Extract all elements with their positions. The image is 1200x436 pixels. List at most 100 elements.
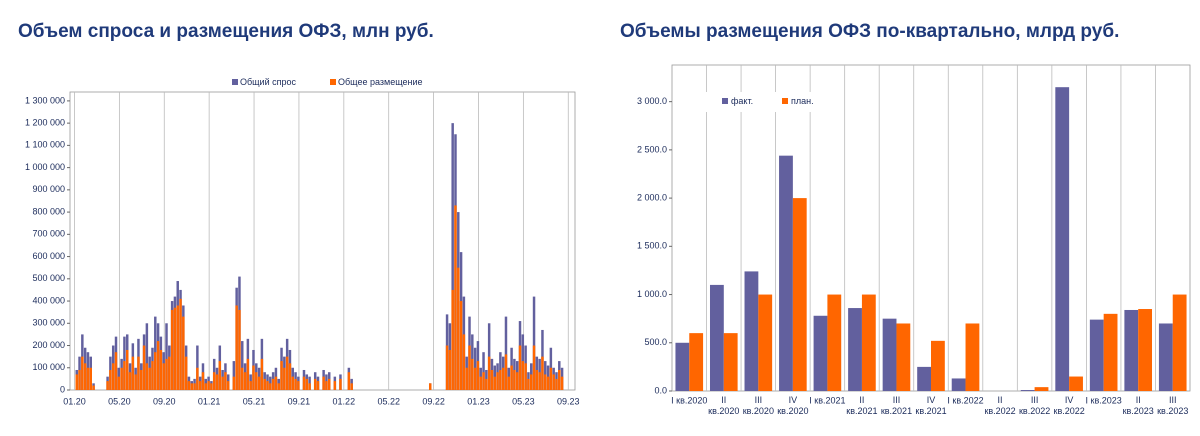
bar bbox=[173, 307, 177, 390]
bar bbox=[758, 294, 773, 391]
x-tick-label-line: II bbox=[998, 395, 1003, 405]
bar bbox=[266, 381, 269, 390]
bar bbox=[322, 376, 325, 390]
bar bbox=[482, 352, 485, 390]
x-tick-label-line: III bbox=[1031, 395, 1039, 405]
bar bbox=[142, 345, 146, 390]
bar bbox=[238, 309, 241, 390]
bar bbox=[235, 305, 238, 390]
x-tick-label: 09.23 bbox=[557, 396, 580, 406]
bar bbox=[487, 356, 491, 390]
bar bbox=[529, 374, 533, 390]
y-tick-label: 300 000 bbox=[32, 318, 65, 328]
x-tick-label-line: III bbox=[893, 395, 901, 405]
bar bbox=[521, 361, 525, 390]
bar bbox=[560, 376, 564, 390]
y-tick-label: 1 000.0 bbox=[637, 289, 667, 299]
bar bbox=[224, 372, 227, 390]
bar bbox=[848, 308, 862, 391]
bar bbox=[473, 367, 477, 390]
x-tick-label-line: кв.2023 bbox=[1123, 406, 1154, 416]
chart-title: Объемы размещения ОФЗ по-квартально, млр… bbox=[620, 21, 1119, 42]
bar bbox=[83, 363, 87, 390]
bar bbox=[215, 374, 219, 390]
bar bbox=[75, 374, 78, 390]
bar bbox=[507, 376, 511, 390]
bar bbox=[709, 284, 724, 391]
x-tick-label: 01.20 bbox=[63, 396, 86, 406]
x-tick-label-line: IV bbox=[789, 395, 798, 405]
bar bbox=[544, 374, 547, 390]
bar bbox=[675, 342, 690, 391]
bar bbox=[140, 369, 143, 390]
bar bbox=[168, 356, 171, 390]
bar bbox=[263, 378, 266, 390]
x-tick-label: 01.22 bbox=[333, 396, 356, 406]
legend-label: Общий спрос bbox=[240, 77, 296, 87]
bar bbox=[510, 365, 513, 390]
bar bbox=[207, 381, 210, 390]
bar bbox=[479, 376, 482, 390]
bar bbox=[232, 361, 236, 390]
y-tick-label: 600 000 bbox=[32, 251, 65, 261]
y-tick-label: 900 000 bbox=[32, 184, 65, 194]
bar bbox=[260, 358, 264, 390]
bar bbox=[184, 356, 188, 390]
bar bbox=[271, 378, 275, 390]
bar bbox=[148, 367, 151, 390]
bar bbox=[513, 369, 516, 390]
bar bbox=[212, 372, 216, 390]
bar bbox=[490, 369, 494, 390]
x-tick-label: III кв.2021 bbox=[881, 395, 912, 416]
y-tick-label: 0 bbox=[60, 384, 65, 394]
bar bbox=[257, 376, 261, 390]
bar bbox=[114, 352, 118, 390]
y-tick-label: 800 000 bbox=[32, 206, 65, 216]
x-tick-label: I кв.2022 bbox=[947, 395, 983, 405]
bar bbox=[451, 289, 454, 390]
bar bbox=[448, 349, 452, 390]
bar bbox=[496, 372, 499, 390]
bar bbox=[288, 363, 292, 390]
x-tick-label: 05.21 bbox=[243, 396, 266, 406]
x-tick-label-line: кв.2022 bbox=[1054, 406, 1085, 416]
bar bbox=[465, 367, 468, 390]
bar bbox=[86, 367, 90, 390]
bar bbox=[882, 318, 897, 391]
bar bbox=[499, 369, 502, 390]
bar bbox=[779, 155, 793, 391]
bar bbox=[294, 378, 297, 390]
bar bbox=[252, 365, 255, 390]
bar bbox=[1172, 294, 1187, 391]
x-tick-label-line: IV bbox=[1065, 395, 1074, 405]
chart-title: Объем спроса и размещения ОФЗ, млн руб. bbox=[18, 21, 434, 42]
y-tick-label: 700 000 bbox=[32, 229, 65, 239]
y-tick-label: 1 000 000 bbox=[25, 162, 65, 172]
bar bbox=[246, 358, 250, 390]
bar bbox=[243, 372, 247, 390]
y-tick-label: 2 500.0 bbox=[637, 144, 667, 154]
bar bbox=[1034, 387, 1049, 391]
bar bbox=[89, 367, 92, 390]
x-tick-label-line: кв.2021 bbox=[915, 406, 946, 416]
bar bbox=[111, 363, 115, 390]
bar bbox=[792, 198, 807, 391]
bar bbox=[515, 372, 519, 390]
bar bbox=[518, 345, 522, 390]
bar bbox=[1138, 309, 1153, 391]
x-tick-label: 05.23 bbox=[512, 396, 535, 406]
bar bbox=[201, 372, 205, 390]
bar bbox=[744, 271, 759, 391]
y-tick-label: 1 200 000 bbox=[25, 118, 65, 128]
bar bbox=[462, 334, 466, 390]
bar bbox=[241, 341, 244, 390]
bar bbox=[226, 381, 230, 390]
legend-swatch bbox=[232, 79, 238, 85]
bar bbox=[454, 205, 457, 390]
y-tick-label: 1 500.0 bbox=[637, 241, 667, 251]
bar bbox=[504, 316, 508, 390]
bar bbox=[117, 376, 121, 390]
x-tick-label-line: II bbox=[859, 395, 864, 405]
legend-box bbox=[702, 92, 832, 112]
bar bbox=[532, 345, 536, 390]
